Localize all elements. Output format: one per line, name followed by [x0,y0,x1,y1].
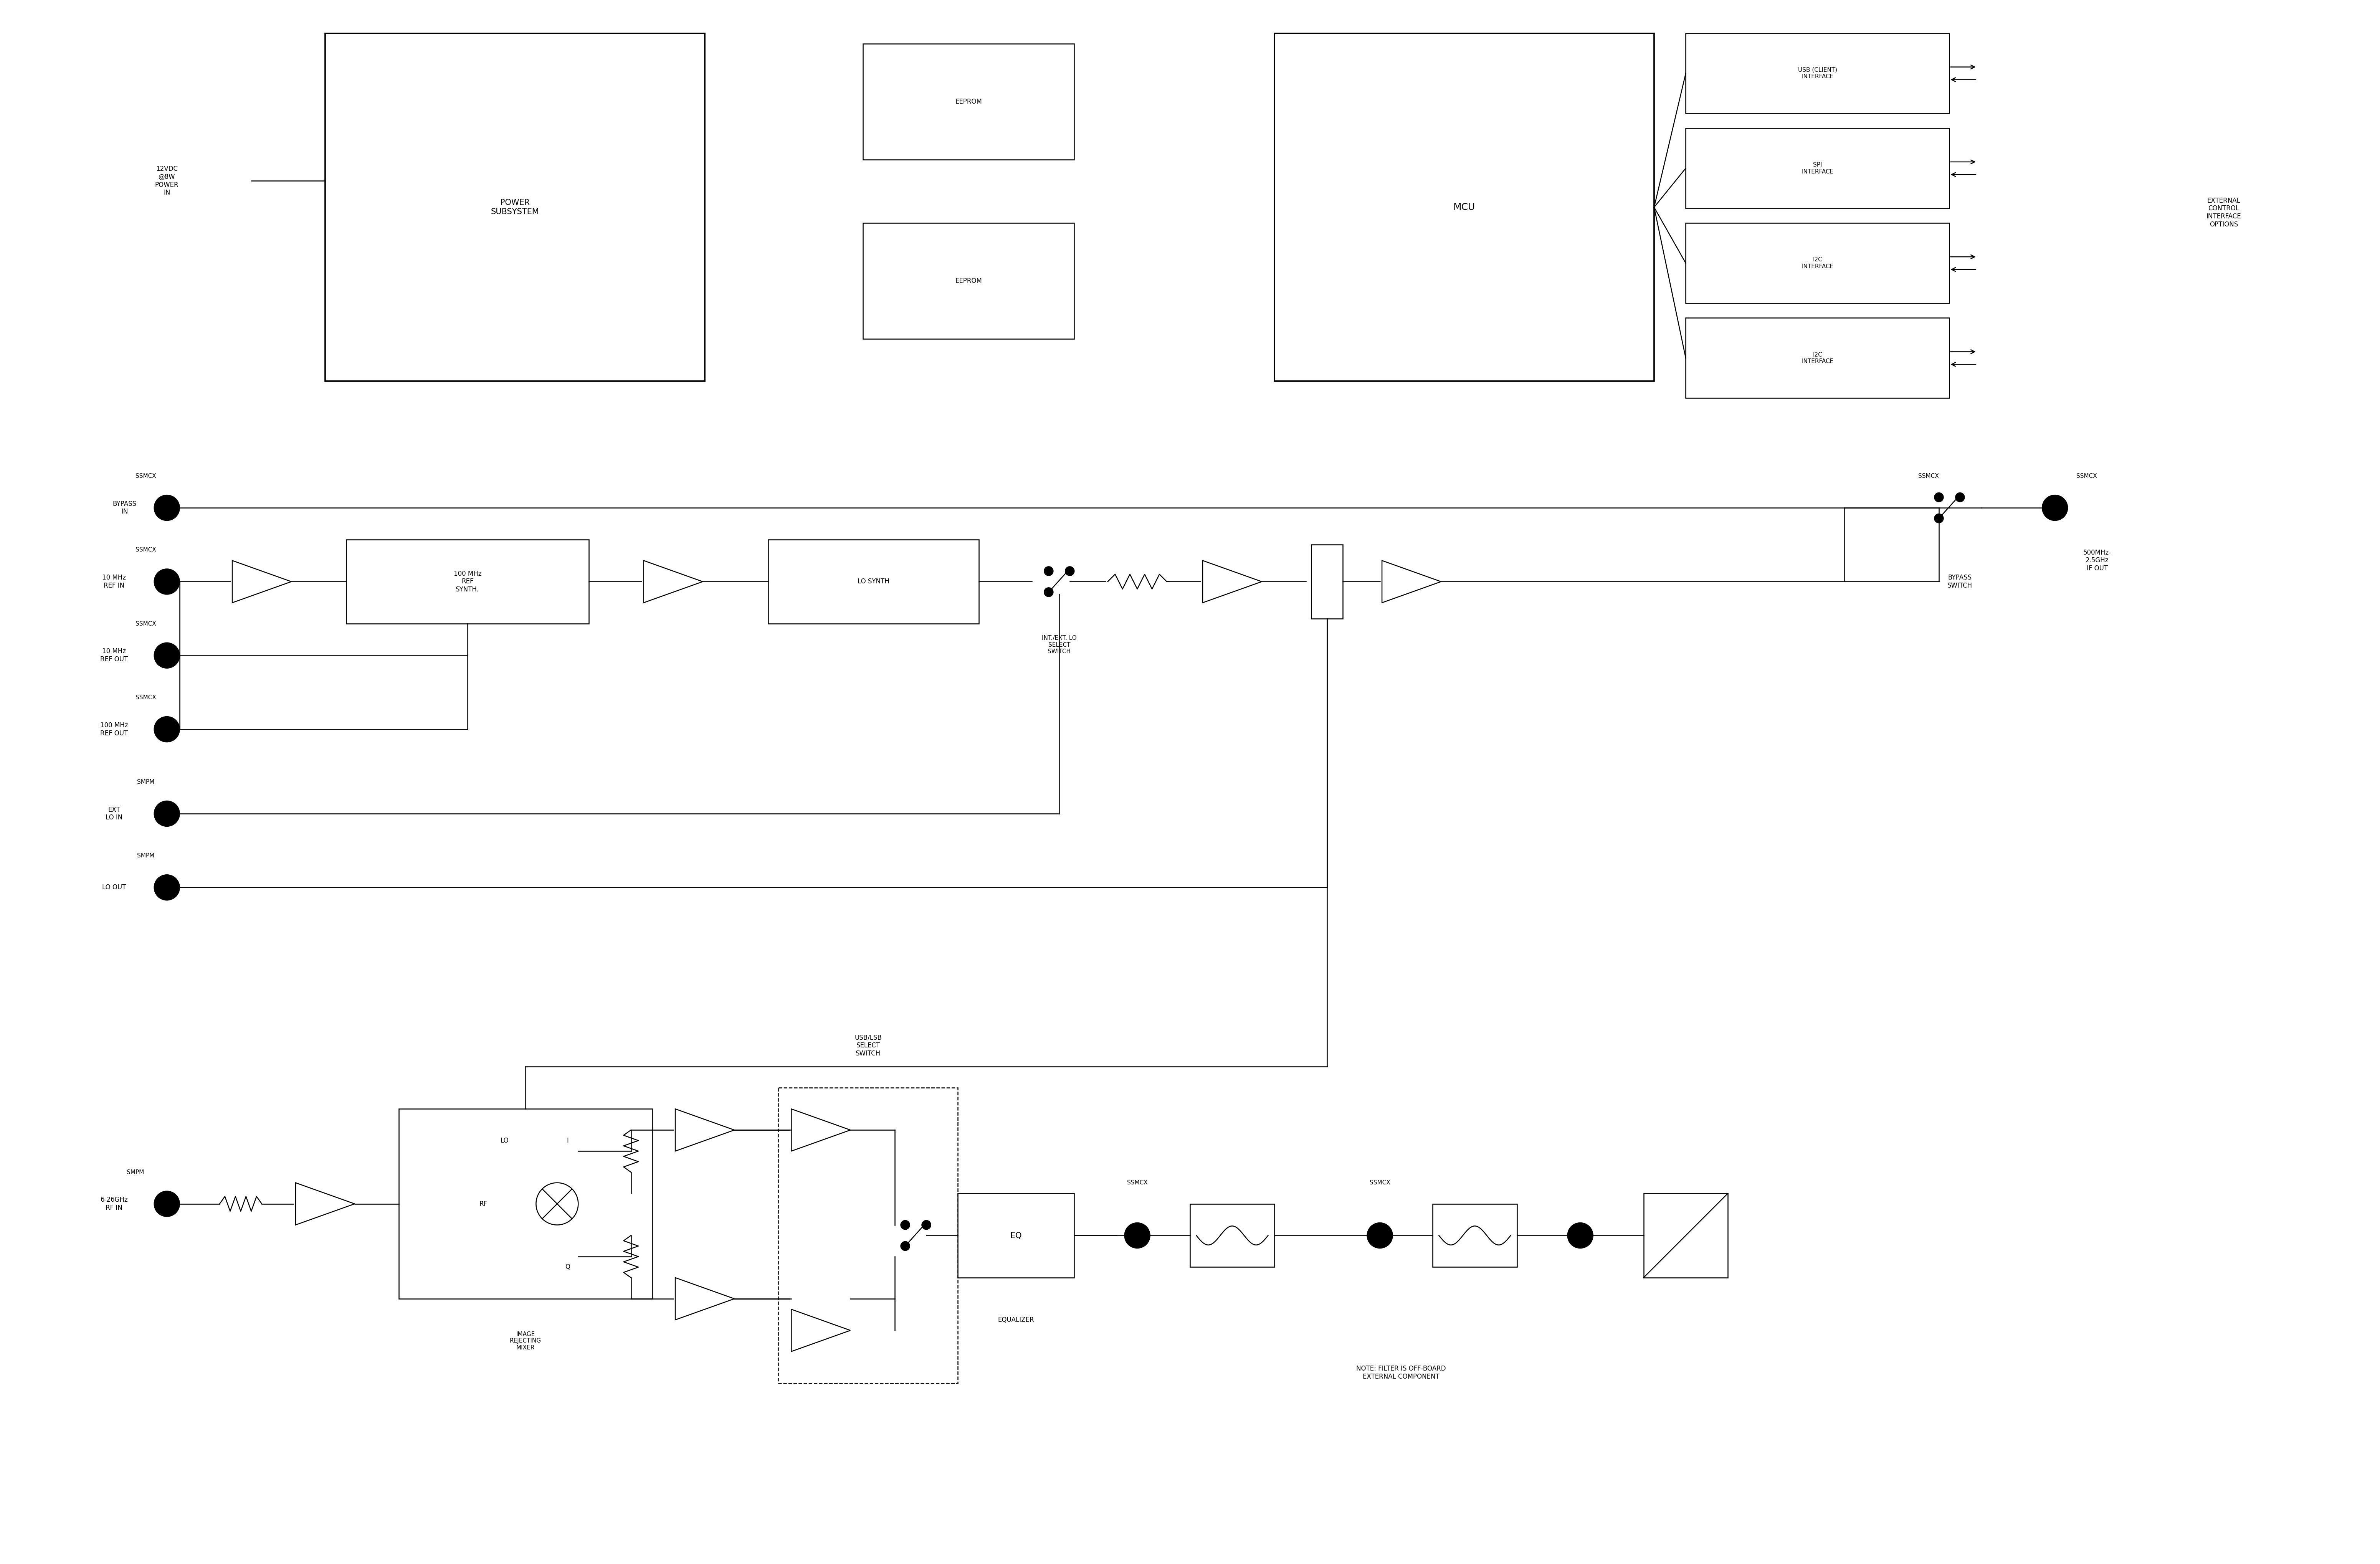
Bar [1190,1204,1273,1267]
Circle shape [155,569,178,594]
Text: IMAGE
REJECTING
MIXER: IMAGE REJECTING MIXER [509,1331,540,1350]
Text: SSMCX: SSMCX [136,621,157,627]
Text: 6-26GHz
RF IN: 6-26GHz RF IN [100,1196,129,1211]
Text: Q: Q [564,1264,571,1270]
Text: POWER
SUBSYSTEM: POWER SUBSYSTEM [490,199,540,216]
Text: SSMCX: SSMCX [136,694,157,701]
Polygon shape [295,1182,355,1225]
Text: 10 MHz
REF OUT: 10 MHz REF OUT [100,647,129,663]
Text: EQUALIZER: EQUALIZER [997,1317,1033,1323]
Bar [864,44,1073,160]
Polygon shape [676,1278,735,1320]
Text: RF: RF [478,1201,488,1207]
Text: SSMCX: SSMCX [1918,474,1940,479]
Bar [769,540,978,624]
Circle shape [1366,1223,1392,1248]
Circle shape [1126,1223,1150,1248]
Bar [1433,1204,1516,1267]
Circle shape [900,1242,909,1251]
Bar [864,224,1073,339]
Text: SSMCX: SSMCX [1128,1179,1147,1186]
Text: SSMCX: SSMCX [136,474,157,479]
Text: 10 MHz
REF IN: 10 MHz REF IN [102,574,126,590]
Bar [1685,224,1949,303]
Text: SPI
INTERFACE: SPI INTERFACE [1802,163,1833,175]
Bar [1645,1193,1728,1278]
Text: 500MHz-
2.5GHz
IF OUT: 500MHz- 2.5GHz IF OUT [2082,549,2111,572]
Text: LO OUT: LO OUT [102,884,126,891]
Bar [326,33,704,382]
Text: 12VDC
@8W
POWER
IN: 12VDC @8W POWER IN [155,166,178,197]
Text: 100 MHz
REF
SYNTH.: 100 MHz REF SYNTH. [455,571,481,593]
Circle shape [155,874,178,901]
Circle shape [921,1220,931,1229]
Text: LO SYNTH: LO SYNTH [857,579,890,585]
Text: 100 MHz
REF OUT: 100 MHz REF OUT [100,723,129,737]
Bar [957,1193,1073,1278]
Circle shape [1568,1223,1592,1248]
Polygon shape [233,560,290,602]
Text: LO: LO [500,1137,509,1143]
Text: I2C
INTERFACE: I2C INTERFACE [1802,256,1833,269]
Text: USB (CLIENT)
INTERFACE: USB (CLIENT) INTERFACE [1797,67,1837,80]
Text: USB/LSB
SELECT
SWITCH: USB/LSB SELECT SWITCH [854,1034,883,1057]
Circle shape [155,1192,178,1217]
Text: BYPASS
IN: BYPASS IN [112,500,136,515]
Text: EXT
LO IN: EXT LO IN [105,805,124,821]
Text: SMPM: SMPM [138,852,155,859]
Circle shape [2042,496,2068,521]
Text: SSMCX: SSMCX [2075,474,2097,479]
Circle shape [155,643,178,668]
Text: MCU: MCU [1454,203,1476,211]
Bar [345,540,588,624]
Circle shape [155,496,178,521]
Text: NOTE: FILTER IS OFF-BOARD
EXTERNAL COMPONENT: NOTE: FILTER IS OFF-BOARD EXTERNAL COMPO… [1357,1365,1445,1379]
Circle shape [155,801,178,826]
Text: INT./EXT. LO
SELECT
SWITCH: INT./EXT. LO SELECT SWITCH [1042,635,1076,654]
Polygon shape [790,1309,850,1351]
Bar [778,1089,957,1383]
Circle shape [1045,588,1054,597]
Polygon shape [643,560,702,602]
Polygon shape [1202,560,1261,602]
Text: SMPM: SMPM [138,779,155,785]
Text: EXTERNAL
CONTROL
INTERFACE
OPTIONS: EXTERNAL CONTROL INTERFACE OPTIONS [2206,197,2242,228]
Polygon shape [676,1109,735,1151]
Text: SSMCX: SSMCX [136,547,157,552]
Bar [400,1109,652,1298]
Text: BYPASS
SWITCH: BYPASS SWITCH [1947,574,1973,590]
Circle shape [900,1220,909,1229]
Text: EEPROM: EEPROM [954,278,983,285]
Circle shape [1956,493,1964,502]
Circle shape [1935,493,1944,502]
Polygon shape [1383,560,1440,602]
Polygon shape [790,1109,850,1151]
Circle shape [1066,566,1073,576]
Text: EEPROM: EEPROM [954,99,983,105]
Text: EQ: EQ [1009,1231,1021,1239]
Text: SSMCX: SSMCX [1368,1179,1390,1186]
Bar [1685,317,1949,399]
Bar [1273,33,1654,382]
Circle shape [155,716,178,741]
Text: SMPM: SMPM [126,1170,143,1175]
Bar [1685,33,1949,113]
Bar [1685,128,1949,208]
Circle shape [1045,566,1054,576]
Text: I2C
INTERFACE: I2C INTERFACE [1802,352,1833,364]
Circle shape [1935,513,1944,522]
Bar [1311,544,1342,618]
